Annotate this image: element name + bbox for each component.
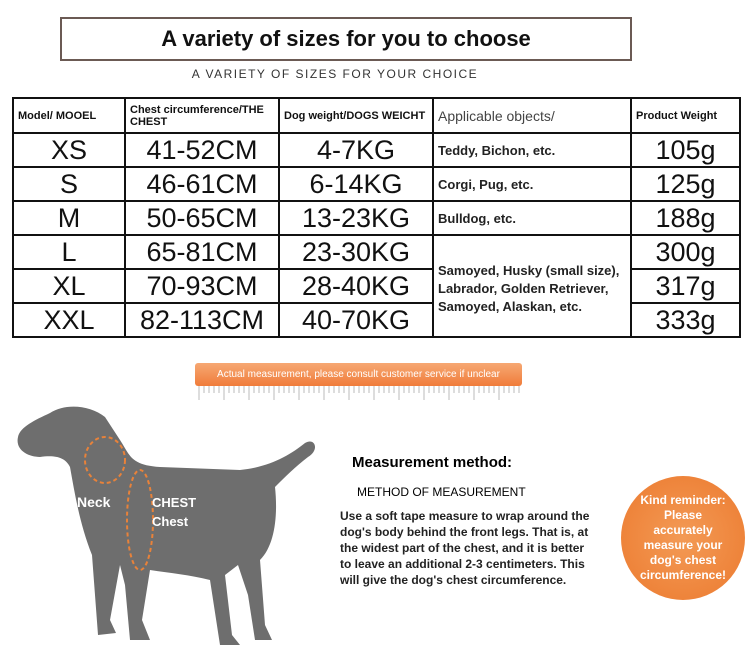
- table-cell: 41-52CM: [124, 132, 280, 168]
- header-row: Model/ MOOEL Chest circumference/THE CHE…: [12, 97, 741, 134]
- measurement-text: Use a soft tape measure to wrap around t…: [340, 509, 590, 587]
- reminder: Kind reminder: Please accurately measure…: [621, 476, 745, 600]
- table-row: XS 41-52CM 4-7KG Teddy, Bichon, etc. 105g: [12, 132, 741, 168]
- measurement-subtitle: METHOD OF MEASUREMENT: [357, 485, 526, 499]
- applicable-cell: Bulldog, etc.: [432, 200, 632, 236]
- table-row: L 65-81CM 23-30KG Samoyed, Husky (small siz…: [12, 234, 741, 338]
- table-cell: XL: [12, 268, 126, 304]
- table-cell: L: [12, 234, 126, 270]
- table-cell: 300g: [630, 234, 741, 270]
- neck-label: Neck: [77, 494, 111, 510]
- table-cell: 65-81CM: [124, 234, 280, 270]
- table-cell: 125g: [630, 166, 741, 202]
- table-cell: 40-70KG: [278, 302, 434, 338]
- table-cell: 70-93CM: [124, 268, 280, 304]
- column-header: Product Weight: [630, 97, 741, 134]
- column-header: Applicable objects/: [432, 97, 632, 134]
- table-row: XXL 82-113CM 40-70KG 333g: [12, 302, 741, 338]
- table-row: M 50-65CM 13-23KG Bulldog, etc. 188g: [12, 200, 741, 236]
- chest-ring: [126, 469, 154, 571]
- table-cell: XS: [12, 132, 126, 168]
- banner: Actual measurement, please consult custo…: [195, 363, 522, 386]
- table-cell: 105g: [630, 132, 741, 168]
- table-cell: 23-30KG: [278, 234, 434, 270]
- table-row: XL 70-93CM 28-40KG 317g: [12, 268, 741, 304]
- size-table: Model/ MOOEL Chest circumference/THE CHE…: [12, 97, 741, 338]
- applicable-cell: Samoyed, Husky (small size), Labrador, G…: [432, 234, 632, 338]
- dog-diagram: Neck CHEST Chest: [17, 406, 316, 645]
- neck-ring: [84, 436, 126, 484]
- table-cell: 46-61CM: [124, 166, 280, 202]
- table-cell: 13-23KG: [278, 200, 434, 236]
- table-cell: 333g: [630, 302, 741, 338]
- table-cell: 317g: [630, 268, 741, 304]
- chest-label: Chest: [152, 514, 189, 529]
- ruler: [198, 386, 520, 400]
- table-cell: 28-40KG: [278, 268, 434, 304]
- table-cell: S: [12, 166, 126, 202]
- table-cell: 4-7KG: [278, 132, 434, 168]
- column-header: Model/ MOOEL: [12, 97, 126, 134]
- table-cell: XXL: [12, 302, 126, 338]
- subtitle: A VARIETY OF SIZES FOR YOUR CHOICE: [191, 67, 479, 81]
- table-cell: 188g: [630, 200, 741, 236]
- table-cell: M: [12, 200, 126, 236]
- chest-label: CHEST: [152, 495, 196, 510]
- column-header: Chest circumference/THE CHEST: [124, 97, 280, 134]
- applicable-cell: Corgi, Pug, etc.: [432, 166, 632, 202]
- measurement-title: Measurement method:: [352, 454, 513, 471]
- title: A variety of sizes for you to choose: [60, 17, 632, 61]
- table-cell: 6-14KG: [278, 166, 434, 202]
- table-row: S 46-61CM 6-14KG Corgi, Pug, etc. 125g: [12, 166, 741, 202]
- column-header: Dog weight/DOGS WEICHT: [278, 97, 434, 134]
- table-cell: 50-65CM: [124, 200, 280, 236]
- dog-silhouette: [17, 406, 316, 645]
- table-cell: 82-113CM: [124, 302, 280, 338]
- applicable-cell: Teddy, Bichon, etc.: [432, 132, 632, 168]
